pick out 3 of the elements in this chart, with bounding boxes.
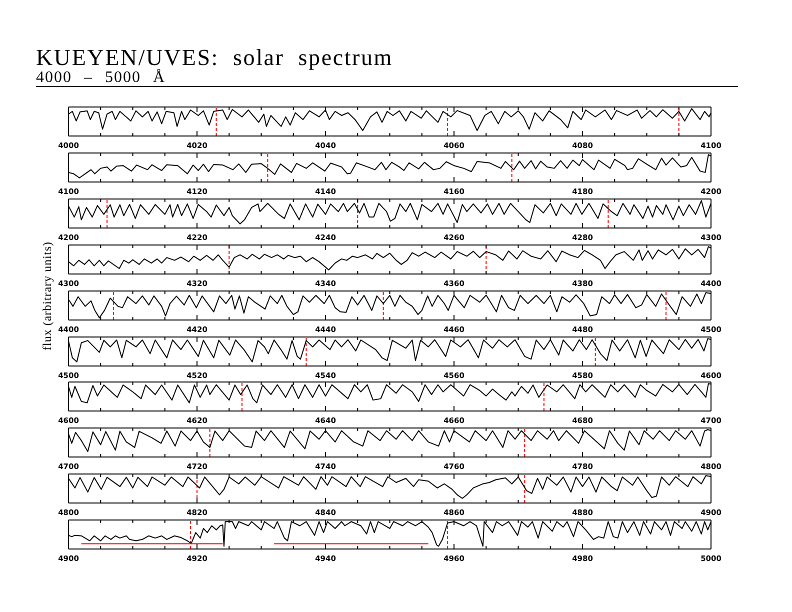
chart-title: KUEYEN/UVES: solar spectrum bbox=[36, 45, 393, 70]
y-axis-title: flux (arbitrary units) bbox=[40, 242, 54, 350]
chart-subtitle: 4000 – 5000 Å bbox=[36, 69, 166, 86]
